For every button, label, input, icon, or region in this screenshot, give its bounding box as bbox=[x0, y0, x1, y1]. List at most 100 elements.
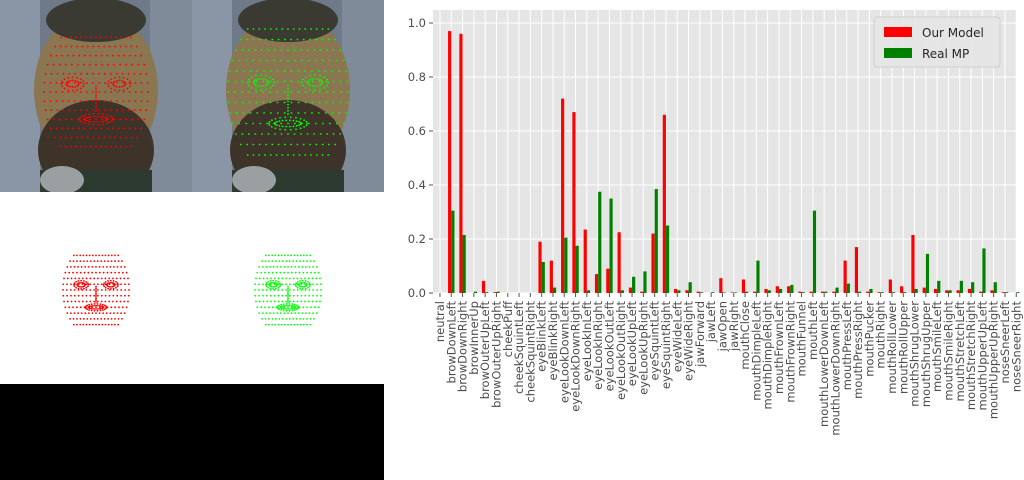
landmark-dot bbox=[60, 36, 63, 39]
landmark-dot bbox=[255, 78, 257, 81]
landmark-dot bbox=[281, 294, 284, 297]
landmark-dot bbox=[95, 54, 97, 57]
landmark-dot bbox=[284, 116, 287, 119]
landmark-dot bbox=[120, 294, 122, 297]
landmark-dot bbox=[287, 296, 289, 298]
landmark-dot bbox=[91, 266, 94, 268]
landmark-dot bbox=[67, 80, 70, 83]
landmark-dot bbox=[297, 307, 300, 310]
landmark-dot bbox=[287, 106, 289, 109]
landmark-dot bbox=[50, 109, 53, 112]
landmark-dot bbox=[68, 271, 71, 274]
landmark-dot bbox=[82, 85, 85, 88]
landmark-dot bbox=[241, 133, 244, 135]
landmark-dot bbox=[335, 122, 338, 125]
landmark-dot bbox=[315, 28, 318, 30]
landmark-dot bbox=[65, 45, 67, 48]
landmark-dot bbox=[67, 88, 70, 91]
landmark-dot bbox=[85, 277, 88, 280]
bar-real-mp bbox=[801, 292, 805, 293]
landmark-dot bbox=[274, 121, 277, 124]
landmark-dot bbox=[345, 70, 348, 72]
landmark-dot bbox=[273, 285, 276, 288]
x-tick-label: neutral bbox=[433, 301, 447, 342]
landmark-dot bbox=[284, 304, 286, 307]
x-tick-label: cheekSquintLeft bbox=[512, 301, 526, 394]
landmark-dot bbox=[248, 91, 251, 93]
landmark-dot bbox=[294, 266, 297, 268]
landmark-dot bbox=[87, 116, 90, 119]
landmark-dot bbox=[70, 63, 73, 66]
landmark-dot bbox=[103, 109, 106, 112]
x-tick-label: mouthLowerDownLeft bbox=[817, 301, 831, 427]
landmark-dot bbox=[67, 76, 70, 79]
landmark-dot bbox=[56, 72, 59, 75]
x-tick-label: browInnerUp bbox=[467, 301, 481, 375]
landmark-dot bbox=[116, 79, 118, 82]
landmark-dot bbox=[296, 38, 299, 41]
landmark-dot bbox=[271, 323, 274, 326]
landmark-dot bbox=[291, 303, 294, 306]
landmark-dot bbox=[135, 136, 138, 139]
landmark-dot bbox=[305, 120, 308, 123]
bar-real-mp bbox=[824, 291, 828, 293]
landmark-dot bbox=[65, 136, 67, 139]
landmark-dot bbox=[283, 80, 286, 83]
landmark-dot bbox=[285, 317, 288, 320]
landmark-dot bbox=[95, 85, 97, 88]
landmark-dot bbox=[277, 323, 280, 326]
landmark-dot bbox=[69, 85, 72, 88]
landmark-dot bbox=[106, 127, 109, 130]
landmark-dot bbox=[338, 112, 341, 114]
landmark-dot bbox=[298, 154, 301, 156]
landmark-dot bbox=[253, 83, 256, 85]
landmark-dot bbox=[73, 282, 76, 285]
landmark-dot bbox=[70, 294, 72, 297]
landmark-dot bbox=[109, 281, 112, 284]
landmark-dot bbox=[304, 300, 306, 303]
landmark-dot bbox=[92, 82, 94, 84]
landmark-dot bbox=[276, 70, 279, 72]
landmark-dot bbox=[321, 143, 324, 146]
landmark-dot bbox=[76, 317, 78, 320]
landmark-dot bbox=[320, 80, 323, 83]
landmark-dot bbox=[76, 85, 78, 88]
landmark-dot bbox=[256, 271, 259, 274]
landmark-dot bbox=[86, 136, 89, 139]
landmark-dot bbox=[245, 122, 248, 125]
landmark-dot bbox=[88, 123, 90, 126]
landmark-dot bbox=[288, 119, 291, 122]
landmark-dot bbox=[261, 317, 263, 320]
landmark-dot bbox=[312, 294, 314, 297]
landmark-dot bbox=[103, 72, 106, 75]
landmark-dot bbox=[122, 80, 125, 83]
landmark-dot bbox=[77, 280, 80, 282]
landmark-dot bbox=[122, 76, 125, 79]
landmark-dot bbox=[97, 289, 99, 291]
bar-real-mp bbox=[835, 287, 839, 293]
landmark-dot bbox=[88, 309, 90, 311]
landmark-dot bbox=[63, 300, 65, 303]
landmark-dot bbox=[52, 118, 55, 121]
x-tick-label: mouthPressLeft bbox=[840, 301, 854, 391]
face-mesh-our-model bbox=[0, 192, 192, 384]
bar-real-mp bbox=[485, 292, 489, 293]
landmark-dot bbox=[72, 260, 75, 263]
landmark-dot bbox=[303, 119, 306, 121]
landmark-dot bbox=[115, 109, 118, 112]
landmark-dot bbox=[125, 45, 127, 48]
landmark-dot bbox=[105, 36, 107, 39]
landmark-dot bbox=[265, 88, 267, 91]
landmark-dot bbox=[97, 294, 99, 297]
landmark-dot bbox=[298, 124, 301, 127]
bar-our-model bbox=[741, 279, 746, 293]
landmark-dot bbox=[246, 28, 249, 30]
landmark-dot bbox=[300, 300, 303, 303]
landmark-dot bbox=[114, 85, 116, 88]
landmark-dot bbox=[65, 289, 68, 291]
bar-our-model bbox=[990, 290, 994, 293]
landmark-dot bbox=[110, 100, 113, 102]
y-tick-label: 0.8 bbox=[408, 70, 426, 84]
x-tick-label: eyeLookUpRight bbox=[636, 301, 650, 395]
bar-real-mp bbox=[1016, 292, 1020, 293]
